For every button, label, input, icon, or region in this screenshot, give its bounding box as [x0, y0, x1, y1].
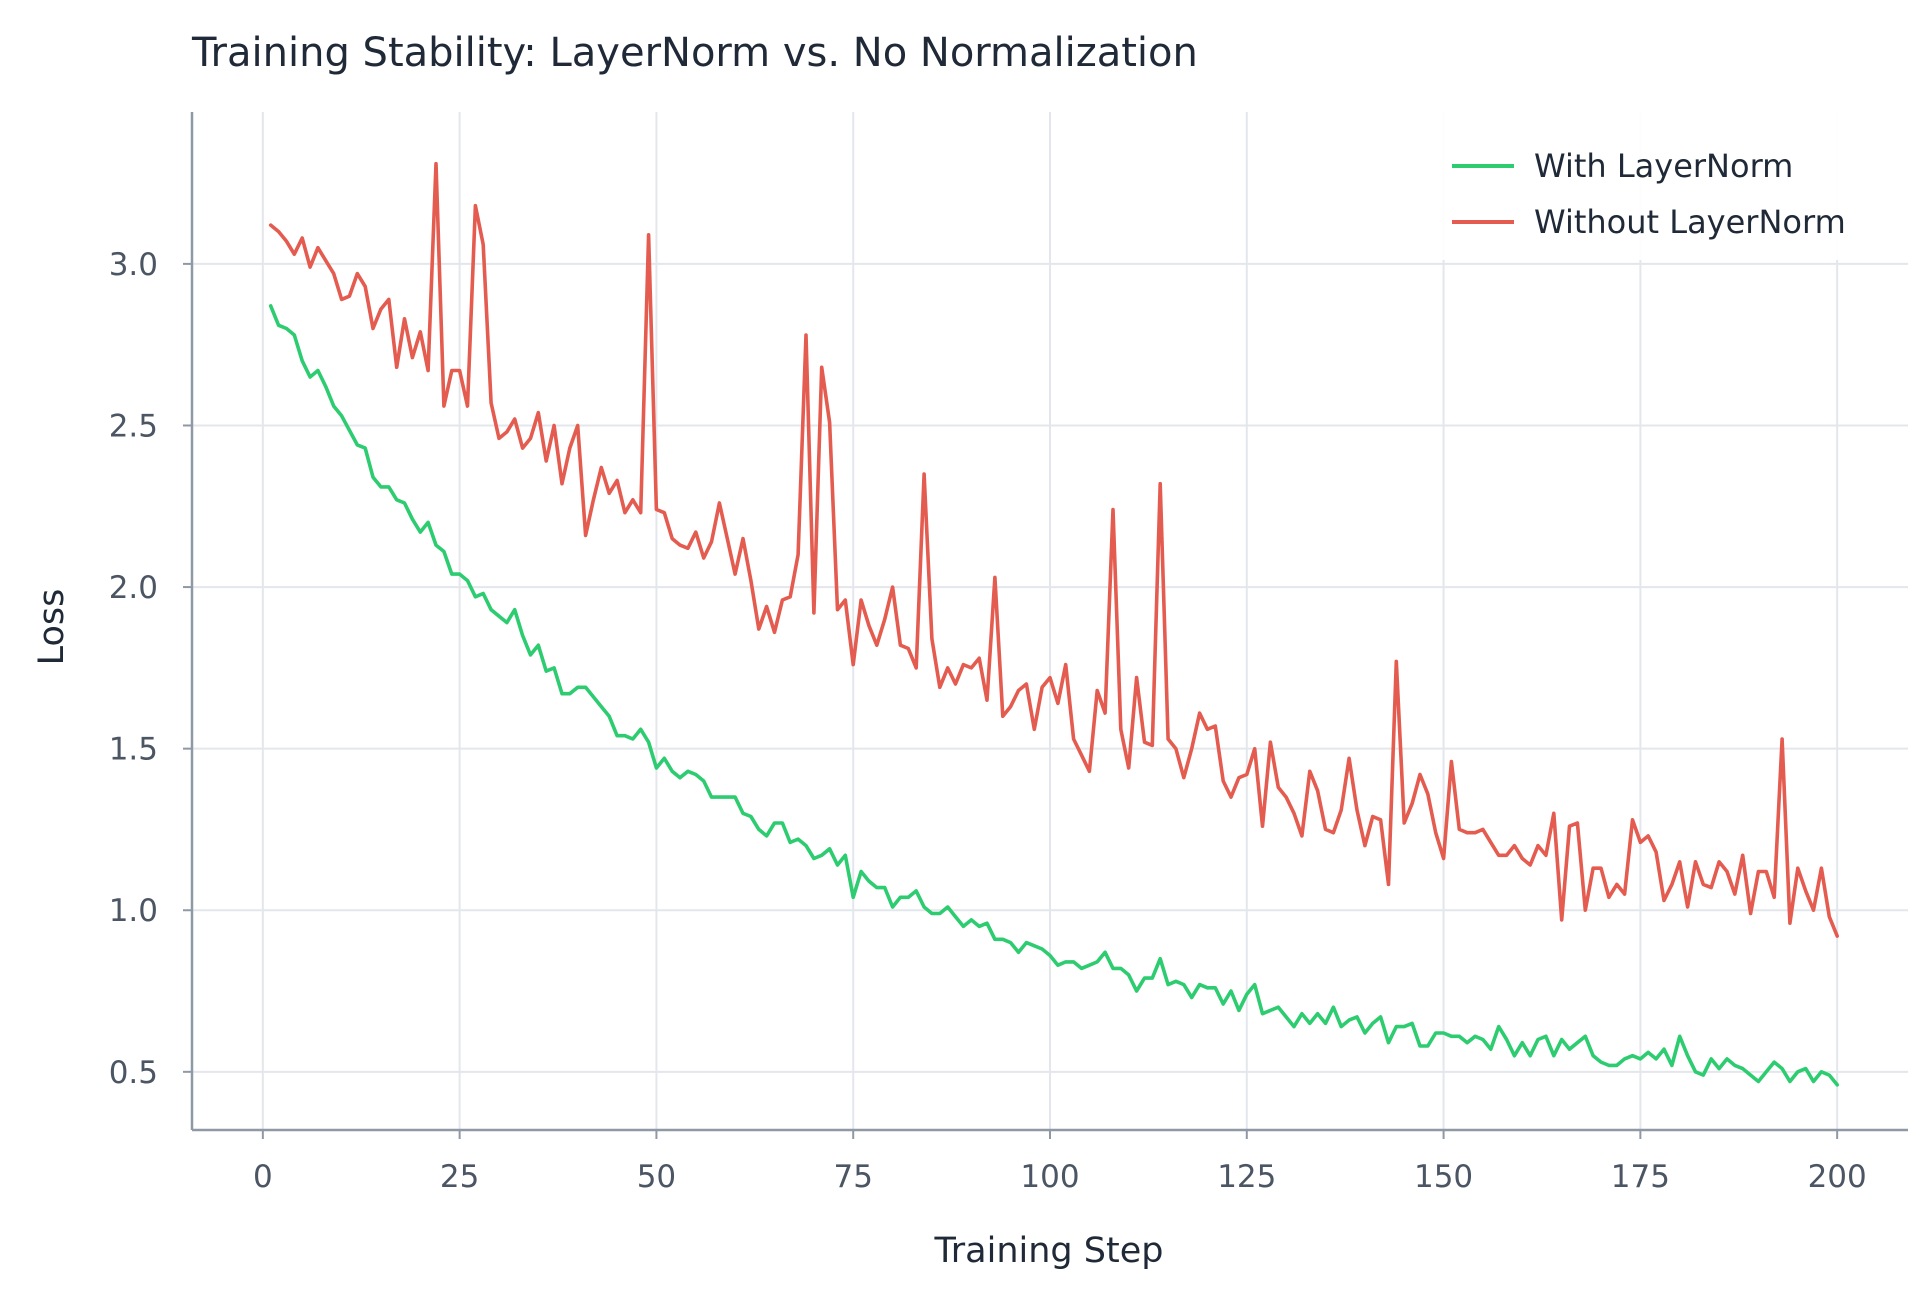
grid-lines [192, 112, 1908, 1130]
x-tick-label: 100 [1020, 1159, 1079, 1195]
y-tick-label: 2.5 [109, 408, 158, 444]
x-tick-label: 150 [1414, 1159, 1473, 1195]
legend-box [1432, 110, 1884, 260]
series-line-with-layernorm [268, 304, 1839, 1087]
legend-label: With LayerNorm [1534, 147, 1793, 185]
y-tick-label: 3.0 [109, 247, 158, 283]
y-tick-label: 2.0 [109, 570, 158, 606]
x-tick-label: 50 [637, 1159, 676, 1195]
x-tick-label: 0 [253, 1159, 273, 1195]
y-tick-label: 1.5 [109, 732, 158, 768]
x-tick-label: 75 [833, 1159, 872, 1195]
legend: With LayerNorm Without LayerNorm [1432, 110, 1884, 260]
tick-labels: 0 25 50 75 100 125 150 175 200 0.5 1.0 1.5 2.0 2.5 3.0 [109, 247, 1867, 1195]
x-tick-label: 125 [1217, 1159, 1276, 1195]
y-tick-label: 0.5 [109, 1055, 158, 1091]
x-tick-label: 175 [1611, 1159, 1670, 1195]
chart-title: Training Stability: LayerNorm vs. No Nor… [191, 30, 1198, 76]
legend-label: Without LayerNorm [1534, 203, 1846, 241]
data-series [268, 161, 1839, 1087]
y-axis-label: Loss [32, 589, 72, 666]
axes [183, 112, 1908, 1139]
x-axis-label: Training Step [934, 1231, 1164, 1271]
x-tick-label: 200 [1808, 1159, 1867, 1195]
series-line-without-layernorm [268, 161, 1839, 938]
y-tick-label: 1.0 [109, 893, 158, 929]
x-tick-label: 25 [440, 1159, 479, 1195]
